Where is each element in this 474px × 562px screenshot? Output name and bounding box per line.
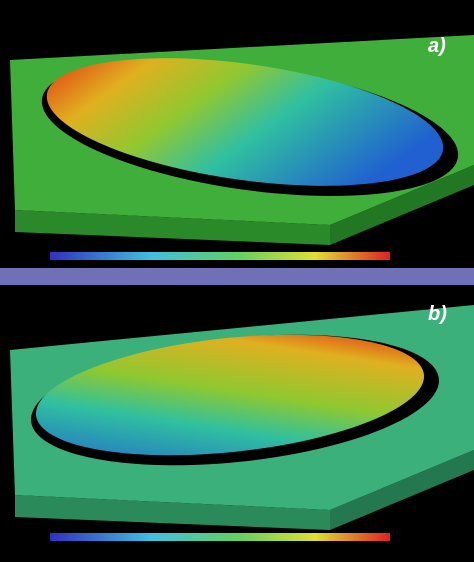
page: a) b) (() => { const data = JSON.parse(d… — [0, 0, 474, 562]
panel-label: a) — [428, 35, 446, 57]
panel-label: b) — [428, 303, 447, 325]
panel-b: b) — [0, 285, 474, 562]
colorbar — [50, 533, 390, 541]
divider — [0, 268, 474, 285]
panel-a: a) — [0, 0, 474, 270]
colorbar — [50, 252, 390, 260]
figure: a) b) — [0, 0, 474, 562]
